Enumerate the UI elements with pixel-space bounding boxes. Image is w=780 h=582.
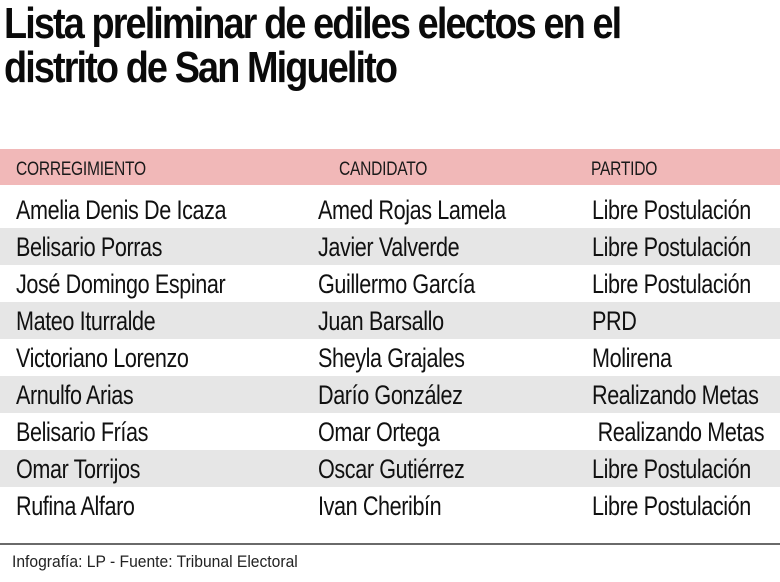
page-title: Lista preliminar de ediles electos en el… (4, 2, 666, 90)
cell-partido: Libre Postulación (592, 269, 751, 299)
cell-corregimiento: Arnulfo Arias (16, 380, 134, 410)
column-header-corregimiento: CORREGIMIENTO (16, 159, 146, 180)
cell-partido: PRD (592, 306, 637, 336)
column-header-candidato: CANDIDATO (339, 159, 428, 180)
cell-candidato: Sheyla Grajales (318, 343, 465, 373)
table-row: Rufina Alfaro Ivan Cheribín Libre Postul… (0, 487, 780, 524)
cell-partido: Libre Postulación (592, 454, 751, 484)
cell-partido: Libre Postulación (592, 491, 751, 521)
cell-candidato: Juan Barsallo (318, 306, 444, 336)
table-row: Arnulfo Arias Darío González Realizando … (0, 376, 780, 413)
cell-partido: Realizando Metas (592, 417, 765, 447)
cell-corregimiento: José Domingo Espinar (16, 269, 226, 299)
title-line-1: Lista preliminar de ediles electos en el (4, 0, 622, 48)
source-credit: Infografía: LP - Fuente: Tribunal Electo… (12, 552, 298, 571)
cell-corregimiento: Belisario Frías (16, 417, 149, 447)
title-line-2: distrito de San Miguelito (4, 43, 398, 92)
cell-candidato: Amed Rojas Lamela (318, 195, 506, 225)
cell-candidato: Darío González (318, 380, 463, 410)
footer-divider (0, 543, 780, 545)
cell-corregimiento: Belisario Porras (16, 232, 163, 262)
column-header-partido: PARTIDO (591, 159, 658, 180)
table-row: Omar Torrijos Oscar Gutiérrez Libre Post… (0, 450, 780, 487)
table-row: Belisario Frías Omar Ortega Realizando M… (0, 413, 780, 450)
cell-corregimiento: Rufina Alfaro (16, 491, 135, 521)
cell-corregimiento: Victoriano Lorenzo (16, 343, 189, 373)
cell-partido: Libre Postulación (592, 232, 751, 262)
table-header: CORREGIMIENTO CANDIDATO PARTIDO (0, 149, 780, 185)
table-row: Victoriano Lorenzo Sheyla Grajales Molir… (0, 339, 780, 376)
table-row: Amelia Denis De Icaza Amed Rojas Lamela … (0, 191, 780, 228)
table-row: Mateo Iturralde Juan Barsallo PRD (0, 302, 780, 339)
cell-corregimiento: Amelia Denis De Icaza (16, 195, 227, 225)
table-row: José Domingo Espinar Guillermo García Li… (0, 265, 780, 302)
cell-candidato: Javier Valverde (318, 232, 460, 262)
cell-candidato: Guillermo García (318, 269, 475, 299)
cell-partido: Libre Postulación (592, 195, 751, 225)
cell-corregimiento: Mateo Iturralde (16, 306, 156, 336)
cell-corregimiento: Omar Torrijos (16, 454, 141, 484)
cell-partido: Realizando Metas (592, 380, 759, 410)
cell-partido: Molirena (592, 343, 672, 373)
cell-candidato: Ivan Cheribín (318, 491, 442, 521)
cell-candidato: Oscar Gutiérrez (318, 454, 465, 484)
cell-candidato: Omar Ortega (318, 417, 440, 447)
table-row: Belisario Porras Javier Valverde Libre P… (0, 228, 780, 265)
